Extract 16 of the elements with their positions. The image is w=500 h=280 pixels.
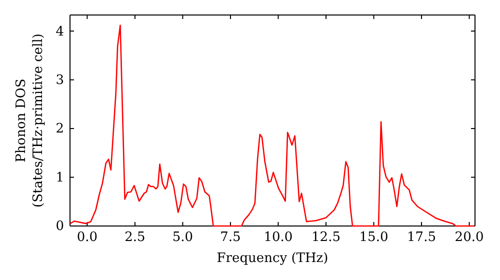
x-tick-label: 17.5: [407, 230, 436, 246]
x-tick-label: 5.0: [172, 230, 194, 246]
x-tick-label: 12.5: [312, 230, 340, 246]
y-tick-label: 0: [56, 219, 64, 234]
y-tick-label: 1: [56, 170, 64, 186]
x-tick-label: 10.0: [264, 230, 293, 246]
y-tick-label: 3: [56, 72, 64, 88]
x-tick-label: 7.5: [220, 230, 241, 246]
x-axis-title: Frequency (THz): [216, 251, 328, 266]
x-tick-label: 20.0: [454, 230, 484, 246]
x-tick-label: 15.0: [359, 230, 388, 246]
y-tick-label: 4: [56, 24, 64, 40]
x-tick-label: 2.5: [124, 230, 146, 246]
y-tick-label: 2: [56, 122, 64, 137]
x-tick-label: 0.0: [76, 230, 98, 246]
y-axis-title: Phonon DOS (States/THz·primitive cell): [14, 33, 46, 208]
